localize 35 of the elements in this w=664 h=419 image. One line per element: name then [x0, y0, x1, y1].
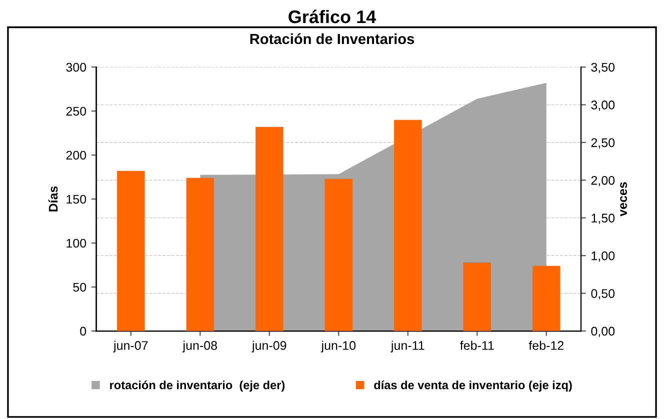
bar [463, 262, 491, 332]
x-tick-label: jun-08 [182, 340, 217, 352]
y-tick-label: 200 [66, 150, 86, 160]
y-tick-label: 100 [66, 238, 86, 248]
y2-axis-title: veces [620, 182, 628, 216]
x-tick-label: jun-11 [390, 340, 424, 352]
y2-tick-label: 2,50 [591, 138, 615, 149]
y-tick-label: 150 [66, 194, 86, 204]
y2-tick-label: 3,00 [591, 100, 615, 111]
x-tick-label: feb-11 [460, 340, 494, 350]
x-tick-label: jun-07 [113, 340, 148, 352]
x-tick-label: feb-12 [528, 340, 564, 350]
bar [532, 266, 560, 332]
chart-title: Rotación de Inventarios [250, 33, 414, 44]
bar [324, 178, 352, 332]
y-tick-label: 50 [73, 282, 86, 292]
x-tick-label: jun-09 [252, 340, 286, 352]
y-axis-title: Días [48, 186, 58, 212]
bar [256, 126, 284, 332]
y2-tick-label: 2,00 [591, 176, 615, 186]
x-tick-label: jun-10 [320, 340, 356, 352]
y2-tick-label: 3,50 [591, 62, 615, 74]
legend-label: días de venta de inventario (eje izq) [374, 380, 572, 392]
bar [186, 178, 214, 332]
y2-tick-label: 1,50 [592, 214, 615, 224]
y-tick-label: 250 [66, 106, 86, 116]
y2-tick-label: 0,50 [591, 289, 615, 300]
text: Gráfico 14 [288, 10, 376, 24]
y2-tick-label: 1,00 [592, 251, 615, 262]
bar [394, 120, 422, 332]
bar [117, 170, 145, 332]
y-tick-label: 0 [80, 326, 86, 336]
legend-label: rotación de inventario (eje der) [110, 380, 285, 392]
y2-tick-label: 0,00 [591, 326, 615, 338]
y-tick-label: 300 [66, 62, 86, 72]
